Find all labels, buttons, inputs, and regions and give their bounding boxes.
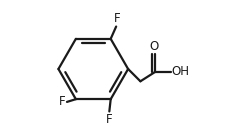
Text: F: F [59, 95, 66, 108]
Text: F: F [113, 12, 120, 25]
Text: OH: OH [172, 65, 190, 78]
Text: F: F [106, 113, 113, 126]
Text: O: O [149, 40, 159, 53]
